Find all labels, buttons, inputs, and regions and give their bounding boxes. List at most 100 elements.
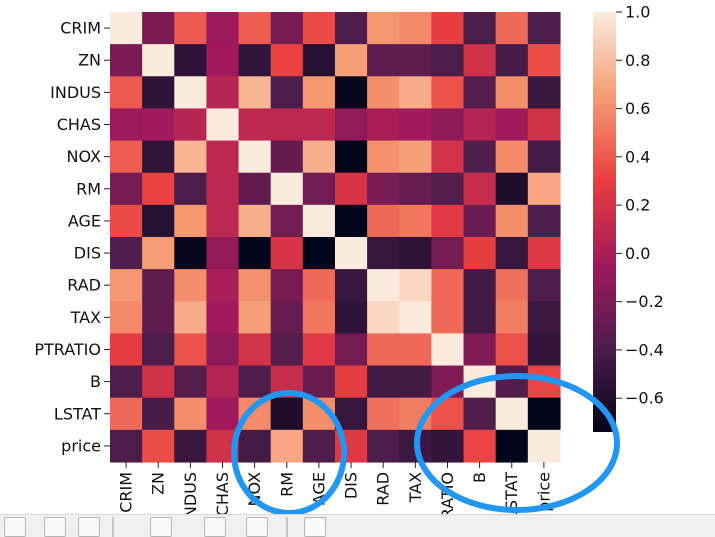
heatmap-cell bbox=[431, 140, 465, 174]
column-tick-label: ZN bbox=[149, 472, 168, 495]
heatmap-cell bbox=[399, 108, 432, 142]
heatmap-cell bbox=[495, 269, 529, 302]
zoom-button[interactable] bbox=[204, 517, 226, 537]
heatmap-cell bbox=[495, 76, 529, 110]
row-tick-label: INDUS bbox=[50, 83, 101, 102]
heatmap-cell bbox=[142, 397, 175, 431]
heatmap-cell bbox=[206, 269, 240, 302]
save-button[interactable] bbox=[304, 517, 326, 537]
heatmap-cell bbox=[174, 301, 208, 334]
heatmap-cell bbox=[110, 269, 143, 302]
heatmap-cell bbox=[174, 397, 208, 431]
heatmap-cell bbox=[527, 429, 561, 463]
heatmap-cell bbox=[367, 301, 400, 334]
heatmap-cell bbox=[495, 429, 529, 463]
heatmap-cell bbox=[206, 108, 240, 142]
heatmap-cell bbox=[174, 269, 208, 302]
heatmap-cell bbox=[431, 172, 465, 206]
heatmap-cell bbox=[302, 269, 336, 302]
heatmap-cell bbox=[142, 236, 175, 270]
colorbar-tick-label: 1.0 bbox=[625, 3, 650, 22]
heatmap-cell bbox=[238, 429, 272, 463]
row-tick-label: TAX bbox=[70, 308, 101, 327]
heatmap-cell bbox=[431, 12, 465, 45]
heatmap-cell bbox=[367, 172, 400, 206]
heatmap-cell bbox=[495, 108, 529, 142]
subplots-button[interactable] bbox=[246, 517, 268, 537]
forward-button[interactable] bbox=[78, 517, 100, 537]
heatmap-cell bbox=[463, 333, 497, 367]
heatmap-cell bbox=[174, 12, 208, 45]
heatmap-cell bbox=[431, 333, 465, 367]
highlight-circles bbox=[231, 373, 620, 514]
heatmap-cell bbox=[174, 76, 208, 110]
heatmap-cell bbox=[110, 429, 143, 463]
row-tick-label: PTRATIO bbox=[34, 340, 101, 359]
heatmap-cell bbox=[142, 365, 175, 399]
heatmap-cell bbox=[495, 236, 529, 270]
heatmap-cell bbox=[270, 429, 304, 463]
heatmap-cell bbox=[399, 140, 432, 174]
heatmap-cell bbox=[463, 397, 497, 431]
column-tick-label: RM bbox=[277, 472, 296, 497]
heatmap-cell bbox=[463, 236, 497, 270]
heatmap-cell bbox=[495, 365, 529, 399]
toolbar-button[interactable] bbox=[4, 517, 26, 537]
heatmap-cell bbox=[110, 236, 143, 270]
row-tick-label: DIS bbox=[74, 244, 101, 263]
column-tick-label: B bbox=[470, 472, 489, 483]
heatmap-cell bbox=[270, 108, 304, 142]
heatmap-cell bbox=[238, 269, 272, 302]
heatmap-cell bbox=[206, 333, 240, 367]
heatmap-cell bbox=[431, 429, 465, 463]
heatmap-cell bbox=[334, 172, 368, 206]
heatmap-cell bbox=[110, 108, 143, 142]
row-tick-label: CHAS bbox=[57, 115, 101, 134]
heatmap-cell bbox=[334, 140, 368, 174]
heatmap-cell bbox=[238, 172, 272, 206]
heatmap-cell bbox=[399, 333, 432, 367]
heatmap-cell bbox=[495, 172, 529, 206]
heatmap-cell bbox=[238, 12, 272, 45]
heatmap-cell bbox=[527, 333, 561, 367]
heatmap-cell bbox=[302, 108, 336, 142]
heatmap-cell bbox=[495, 301, 529, 334]
pan-button[interactable] bbox=[150, 517, 172, 537]
heatmap-cell bbox=[270, 76, 304, 110]
colorbar bbox=[593, 12, 616, 432]
heatmap-cell bbox=[302, 204, 336, 238]
heatmap-cell bbox=[302, 172, 336, 206]
heatmap-cell bbox=[463, 12, 497, 45]
heatmap-cell bbox=[302, 44, 336, 77]
heatmap-cell bbox=[367, 44, 400, 77]
column-tick-label: CHAS bbox=[213, 472, 232, 514]
heatmap-cell bbox=[302, 12, 336, 45]
heatmap-cell bbox=[463, 269, 497, 302]
heatmap-cell bbox=[367, 12, 400, 45]
heatmap-cell bbox=[334, 365, 368, 399]
heatmap-cell bbox=[142, 76, 175, 110]
heatmap-cell bbox=[110, 397, 143, 431]
heatmap-cell bbox=[270, 204, 304, 238]
heatmap-cell bbox=[142, 44, 175, 77]
heatmap-cell bbox=[174, 172, 208, 206]
heatmap-cell bbox=[174, 236, 208, 270]
heatmap-cell bbox=[399, 204, 432, 238]
heatmap-cell bbox=[206, 365, 240, 399]
heatmap-cell bbox=[110, 204, 143, 238]
heatmap-cell bbox=[270, 397, 304, 431]
heatmap-cell bbox=[334, 236, 368, 270]
heatmap-cell bbox=[302, 236, 336, 270]
heatmap-cell bbox=[174, 365, 208, 399]
heatmap-cell bbox=[206, 140, 240, 174]
row-tick-label: ZN bbox=[78, 51, 101, 70]
heatmap-cell bbox=[110, 44, 143, 77]
toolbar-separator bbox=[112, 517, 114, 537]
back-button[interactable] bbox=[44, 517, 66, 537]
heatmap-cell bbox=[142, 204, 175, 238]
heatmap-cell bbox=[463, 172, 497, 206]
heatmap-cell bbox=[399, 365, 432, 399]
colorbar-tick-label: 0.6 bbox=[625, 99, 650, 118]
heatmap-cell bbox=[238, 204, 272, 238]
heatmap-cell bbox=[399, 76, 432, 110]
